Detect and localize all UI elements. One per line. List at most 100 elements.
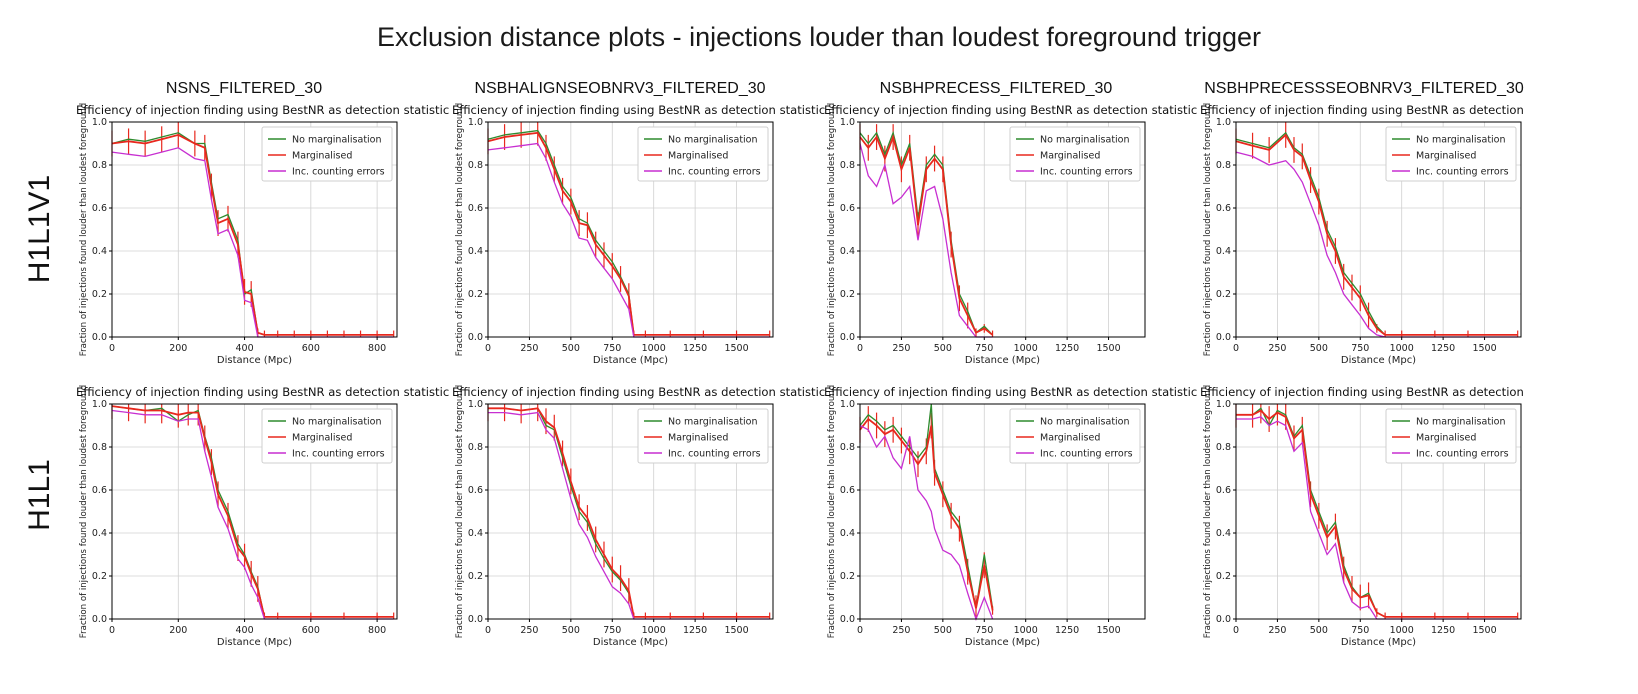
legend-label: Marginalised [668, 151, 728, 162]
efficiency-plot-0-3: 0 250 500 750 1000 1250 1500 0.0 0.2 0.4 0.6 0.8 1.0… [1200, 103, 1524, 366]
x-tick-label: 1500 [724, 625, 748, 636]
legend-box [261, 126, 393, 182]
y-tick-label: 0.6 [92, 203, 107, 214]
efficiency-plot-1-2: 0 250 500 750 1000 1250 1500 0.0 0.2 0.4 0.6 0.8 1.0… [824, 385, 1197, 648]
x-tick-label: 750 [603, 343, 621, 354]
plot-frame [1235, 121, 1522, 338]
legend-label: Marginalised [1040, 151, 1100, 162]
y-axis-label: Fraction of injections found louder than… [79, 385, 89, 638]
legend-label: Marginalised [1416, 433, 1476, 444]
y-tick-label: 0.8 [1216, 442, 1231, 453]
series-line-0 [859, 130, 994, 336]
x-tick-label: 500 [934, 343, 952, 354]
y-tick-label: 0.6 [840, 485, 855, 496]
y-axis-label: Fraction of injections found louder than… [455, 385, 465, 638]
legend-label: No marginalisation [668, 417, 758, 428]
legend-box [1385, 126, 1517, 182]
x-tick-label: 250 [520, 625, 538, 636]
plot-title: Efficiency of injection finding using Be… [452, 103, 825, 117]
x-tick-label: 0 [485, 343, 491, 354]
x-tick-label: 1250 [1431, 343, 1455, 354]
legend-label: Inc. counting errors [292, 449, 385, 460]
legend-box [261, 408, 393, 464]
y-tick-label: 1.0 [840, 117, 855, 128]
y-axis-label: Fraction of injections found louder than… [1203, 103, 1213, 356]
legend-label: Inc. counting errors [668, 449, 761, 460]
legend-label: No marginalisation [292, 135, 382, 146]
legend-box [1009, 408, 1141, 464]
column-title-nsbhprecess: NSBHPRECESS_FILTERED_30 [879, 80, 1113, 97]
x-tick-label: 1500 [724, 343, 748, 354]
x-tick-label: 750 [975, 625, 993, 636]
series-line-2 [859, 424, 994, 621]
x-tick-label: 750 [1351, 343, 1369, 354]
legend-box [637, 126, 769, 182]
y-tick-label: 0.2 [92, 571, 107, 582]
x-tick-label: 250 [520, 343, 538, 354]
x-tick-label: 0 [109, 343, 115, 354]
legend-label: No marginalisation [1040, 417, 1130, 428]
legend-label: No marginalisation [1416, 417, 1506, 428]
x-tick-label: 0 [1233, 625, 1239, 636]
legend-label: Inc. counting errors [292, 167, 385, 178]
series-line-1 [1235, 133, 1518, 336]
x-axis-label: Distance (Mpc) [1341, 637, 1416, 648]
y-axis-label: Fraction of injections found louder than… [455, 103, 465, 356]
legend-label: No marginalisation [292, 417, 382, 428]
x-tick-label: 400 [235, 625, 253, 636]
efficiency-plot-0-2: 0 250 500 750 1000 1250 1500 0.0 0.2 0.4 0.6 0.8 1.0… [824, 103, 1197, 366]
plot-title: Efficiency of injection finding using Be… [1200, 385, 1524, 399]
plot-frame [487, 403, 774, 620]
legend-label: Marginalised [1416, 151, 1476, 162]
x-tick-label: 0 [857, 343, 863, 354]
x-tick-label: 400 [235, 343, 253, 354]
efficiency-plot-1-1: 0 250 500 750 1000 1250 1500 0.0 0.2 0.4 0.6 0.8 1.0… [452, 385, 825, 648]
x-tick-label: 1500 [1472, 343, 1496, 354]
x-tick-label: 1250 [1055, 343, 1079, 354]
x-axis-label: Distance (Mpc) [965, 355, 1040, 366]
x-tick-label: 1000 [642, 625, 666, 636]
x-tick-label: 0 [109, 625, 115, 636]
y-tick-label: 1.0 [92, 117, 107, 128]
y-tick-label: 0.0 [92, 614, 107, 625]
y-tick-label: 1.0 [468, 399, 483, 410]
plot-frame [859, 121, 1146, 338]
plot-frame [859, 403, 1146, 620]
y-tick-label: 0.4 [468, 528, 483, 539]
legend-label: Marginalised [292, 433, 352, 444]
y-tick-label: 0.8 [468, 160, 483, 171]
series-line-0 [859, 403, 994, 609]
y-tick-label: 0.8 [468, 442, 483, 453]
x-axis-label: Distance (Mpc) [217, 355, 292, 366]
series-line-2 [859, 143, 993, 338]
x-tick-label: 750 [603, 625, 621, 636]
y-tick-label: 0.0 [468, 332, 483, 343]
y-tick-label: 0.0 [92, 332, 107, 343]
y-tick-label: 0.8 [1216, 160, 1231, 171]
series-line-1 [488, 407, 770, 618]
y-tick-label: 1.0 [468, 117, 483, 128]
y-tick-label: 0.0 [1216, 332, 1231, 343]
legend-label: Inc. counting errors [1040, 167, 1133, 178]
y-tick-label: 0.4 [840, 246, 855, 257]
x-tick-label: 200 [169, 343, 187, 354]
x-tick-label: 250 [1268, 343, 1286, 354]
legend-label: Inc. counting errors [668, 167, 761, 178]
y-tick-label: 0.2 [468, 289, 483, 300]
y-tick-label: 0.6 [840, 203, 855, 214]
legend-label: Inc. counting errors [1416, 167, 1509, 178]
series-line-1 [111, 133, 394, 336]
y-tick-label: 1.0 [840, 399, 855, 410]
x-tick-label: 1000 [642, 343, 666, 354]
y-tick-label: 0.2 [840, 571, 855, 582]
legend-label: Marginalised [1040, 433, 1100, 444]
y-tick-label: 0.4 [1216, 528, 1231, 539]
plot-title: Efficiency of injection finding using Be… [824, 103, 1197, 117]
y-tick-label: 1.0 [1216, 399, 1231, 410]
plot-title: Efficiency of injection finding using Be… [1200, 103, 1524, 117]
legend-label: No marginalisation [668, 135, 758, 146]
y-tick-label: 0.2 [468, 571, 483, 582]
series-line-1 [487, 131, 770, 336]
x-tick-label: 750 [975, 343, 993, 354]
